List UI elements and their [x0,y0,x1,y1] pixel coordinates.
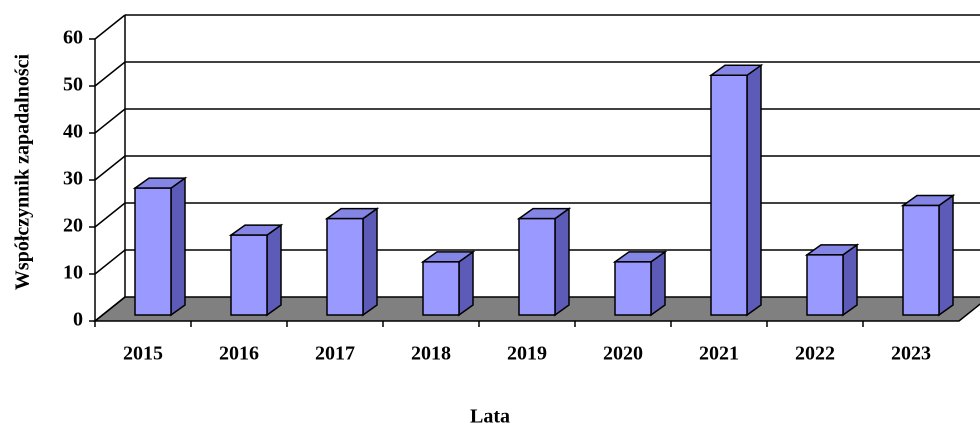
x-tick-label: 2016 [219,343,259,365]
bar-face [902,204,940,316]
y-tick-label: 0 [73,309,83,331]
y-tick-label: 30 [63,168,83,190]
y-axis-title: Współczynnik zapadalności [12,53,34,290]
bar-face [134,187,172,316]
bar [132,176,188,317]
bar-face [458,250,474,317]
grid-line [94,155,126,181]
y-tick-label: 20 [63,215,83,237]
bar-face [422,261,460,316]
bar-face [746,63,762,317]
y-tick-label: 10 [63,262,83,284]
bar-face [938,194,954,317]
x-tick-label: 2018 [411,343,451,365]
bar-face [554,207,570,317]
bar-face [614,261,652,316]
y-tick-label: 50 [63,74,83,96]
x-tick-label: 2021 [699,343,739,365]
grid-line [94,202,126,228]
bar [804,243,860,317]
bar-face [326,217,364,316]
bar [900,194,956,317]
bar-face [170,176,186,317]
bar-face [842,243,858,317]
bar [516,207,572,317]
bar-face [266,223,282,317]
y-tick-label: 40 [63,121,83,143]
bar-face [650,250,666,317]
x-tick-label: 2019 [507,343,547,365]
x-tick-label: 2015 [123,343,163,365]
x-tick-label: 2020 [603,343,643,365]
x-tick-label: 2022 [795,343,835,365]
bar-face [518,217,556,316]
x-tick-label: 2017 [315,343,355,365]
bar [228,223,284,317]
bar [612,250,668,317]
grid-line [94,108,126,134]
y-tick-label: 60 [63,27,83,49]
bar [324,207,380,317]
grid-line [94,296,126,322]
grid-line [94,61,126,87]
bar-face [806,254,844,316]
grid-line [94,249,126,275]
bar [708,63,764,317]
x-axis-title: Lata [470,406,510,428]
bar-face [710,74,748,316]
bar-face [362,207,378,317]
bar [420,250,476,317]
grid-line [94,14,126,40]
x-tick-label: 2023 [891,343,931,365]
bar-face [230,234,268,316]
